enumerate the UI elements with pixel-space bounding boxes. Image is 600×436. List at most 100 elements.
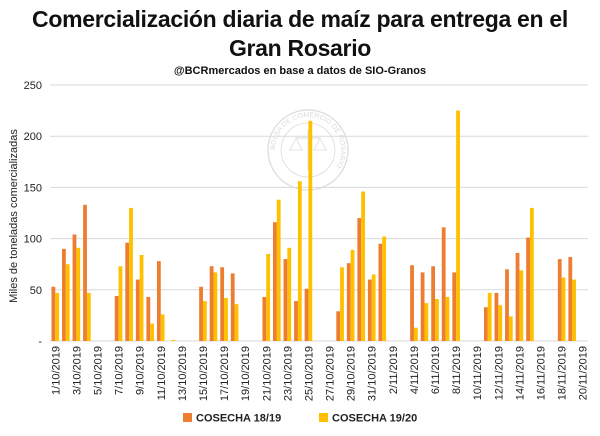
bar-series2 <box>371 274 376 341</box>
bar-series2 <box>55 292 60 341</box>
x-tick-label: 11/10/2019 <box>156 346 168 400</box>
bar-series1 <box>83 204 87 341</box>
bar-series1 <box>72 234 77 341</box>
bar-series1 <box>557 259 562 341</box>
watermark-seal-logo: BOLSA DE COMERCIO DE ROSARIO <box>267 109 349 191</box>
x-tick-label: 15/10/2019 <box>198 346 210 401</box>
legend-swatch-series1 <box>183 413 192 422</box>
bar-series1 <box>262 296 267 341</box>
bar-series1 <box>526 237 530 341</box>
bar-series1 <box>209 266 214 341</box>
bar-series2 <box>202 301 207 341</box>
bar-series1 <box>51 286 56 341</box>
legend-swatch-series2 <box>319 413 328 422</box>
chart-title-line2: Gran Rosario <box>228 35 372 61</box>
x-tick-label: 3/10/2019 <box>71 346 83 395</box>
x-tick-label: 29/10/2019 <box>346 346 358 401</box>
x-tick-label: 8/11/2019 <box>451 346 463 394</box>
bar-series2 <box>456 110 460 341</box>
bar-series2 <box>213 272 218 341</box>
bar-series2 <box>487 292 492 341</box>
bar-series2 <box>65 264 70 341</box>
x-tick-label: 6/11/2019 <box>430 346 442 394</box>
bar-series2 <box>76 247 81 341</box>
bar-series2 <box>266 253 271 341</box>
bar-series2 <box>508 316 513 341</box>
bar-series1 <box>199 286 203 341</box>
bar-series1 <box>367 279 372 341</box>
bar-series1 <box>357 218 362 341</box>
bar-series1 <box>452 272 457 341</box>
x-tick-label: 12/11/2019 <box>493 346 505 400</box>
bar-series2 <box>445 296 450 341</box>
y-axis-label: Miles de toneladas comercializadas <box>8 129 20 303</box>
bar-series2 <box>435 299 439 341</box>
bar-series2 <box>139 254 144 341</box>
x-tick-label: 7/10/2019 <box>114 346 126 395</box>
bar-series1 <box>114 295 119 341</box>
y-tick-labels: - 50 100 150 200 250 <box>24 80 43 348</box>
bar-series1 <box>135 279 140 341</box>
bar-series1 <box>515 252 520 341</box>
chart-title-line1: Comercialización diaria de maíz para ent… <box>32 6 568 32</box>
x-tick-label: 19/10/2019 <box>240 346 252 401</box>
legend-label-series1: COSECHA 18/19 <box>196 413 281 425</box>
bar-series1 <box>483 307 488 341</box>
legend: COSECHA 18/19 COSECHA 19/20 <box>183 413 417 425</box>
bar-series1 <box>494 292 499 341</box>
chart-subtitle: @BCRmercados en base a datos de SIO-Gran… <box>173 65 427 77</box>
bar-series2 <box>382 236 387 341</box>
y-tick-label: 50 <box>30 285 42 297</box>
bar-series2 <box>424 303 429 341</box>
x-tick-label: 17/10/2019 <box>219 346 231 401</box>
bar-series1 <box>273 222 277 341</box>
bar-series2 <box>572 279 576 341</box>
bar-series2 <box>529 207 534 341</box>
x-tick-label: 23/10/2019 <box>282 346 294 401</box>
bar-series1 <box>304 288 309 341</box>
bar-series1 <box>220 267 225 341</box>
bar-series1 <box>346 263 351 341</box>
x-tick-label: 9/10/2019 <box>135 346 147 395</box>
bar-series1 <box>410 265 414 341</box>
bar-series2 <box>276 199 281 341</box>
x-tick-label: 27/10/2019 <box>325 346 337 401</box>
bar-series2 <box>498 305 503 341</box>
x-tick-label: 2/11/2019 <box>388 346 400 394</box>
bar-series2 <box>350 249 355 341</box>
x-tick-label: 5/10/2019 <box>92 346 104 395</box>
bar-series2 <box>160 314 165 341</box>
bar-series1 <box>62 248 66 341</box>
x-tick-labels: 1/10/2019 3/10/2019 5/10/2019 7/10/2019 9/10… <box>50 346 589 401</box>
bar-series2 <box>287 247 292 341</box>
bar-series2 <box>340 267 344 341</box>
bar-series1 <box>283 259 288 341</box>
bar-series2 <box>413 327 418 341</box>
bar-series2 <box>297 181 302 341</box>
x-tick-label: 13/10/2019 <box>177 346 189 401</box>
bar-series1 <box>125 242 130 341</box>
bar-series1 <box>230 273 235 341</box>
x-tick-label: 25/10/2019 <box>303 346 315 401</box>
bar-series1 <box>336 311 341 341</box>
bar-series1 <box>505 269 509 341</box>
bar-series1 <box>378 243 383 341</box>
x-tick-label: 14/11/2019 <box>514 346 526 400</box>
bar-series1 <box>420 272 425 341</box>
bars <box>51 110 576 341</box>
bar-series2 <box>86 292 91 341</box>
y-tick-label: 100 <box>24 234 42 246</box>
bar-series2 <box>519 270 524 341</box>
y-tick-label: 250 <box>24 80 42 92</box>
x-tick-label: 16/11/2019 <box>536 346 548 400</box>
x-tick-label: 31/10/2019 <box>367 346 379 401</box>
bar-series2 <box>171 339 176 341</box>
bar-series1 <box>146 296 151 341</box>
y-tick-label: 150 <box>24 182 42 194</box>
bar-series2 <box>118 266 123 341</box>
bar-series2 <box>224 297 228 341</box>
bar-series1 <box>156 261 161 341</box>
bar-series1 <box>568 257 573 341</box>
